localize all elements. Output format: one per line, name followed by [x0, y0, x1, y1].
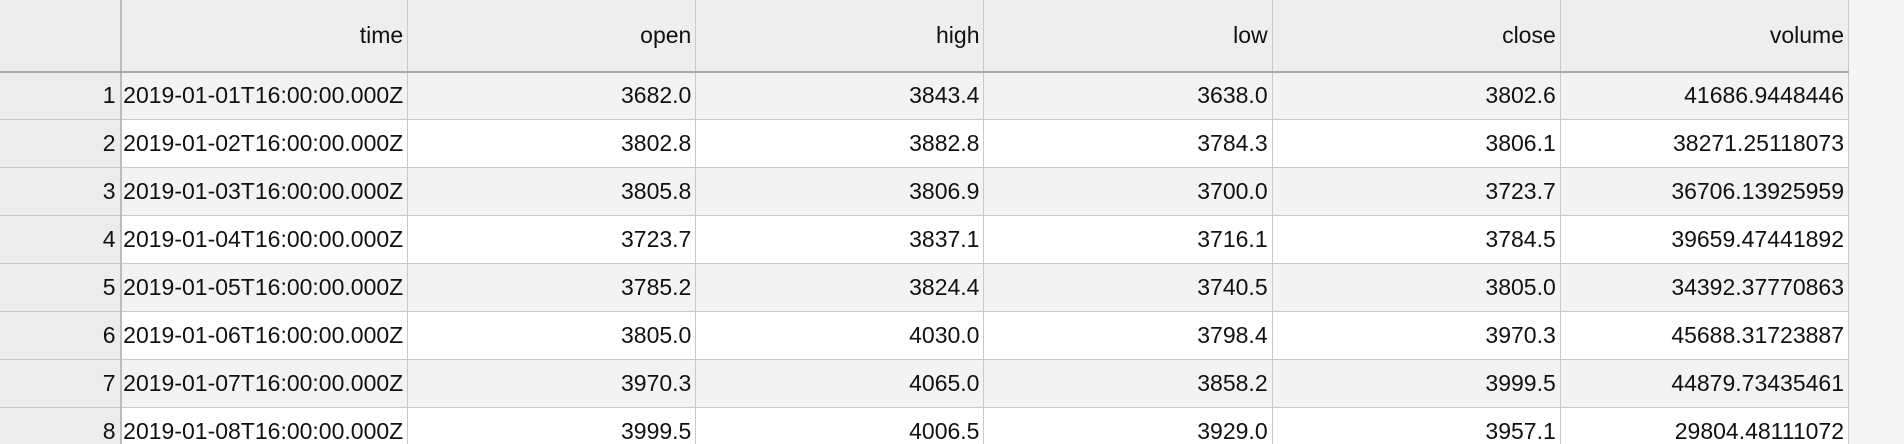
table-row[interactable]: 2 2019-01-02T16:00:00.000Z 3802.8 3882.8… — [0, 119, 1850, 168]
cell-volume[interactable]: 29804.48111072 — [1559, 407, 1850, 444]
row-index: 5 — [0, 263, 122, 312]
cell-high[interactable]: 3806.9 — [695, 167, 985, 216]
cell-close[interactable]: 3784.5 — [1271, 215, 1561, 264]
cell-open[interactable]: 3805.0 — [407, 311, 697, 360]
cell-volume[interactable]: 41686.9448446 — [1559, 71, 1850, 120]
cell-volume[interactable]: 45688.31723887 — [1559, 311, 1850, 360]
cell-close[interactable]: 3970.3 — [1271, 311, 1561, 360]
cell-close[interactable]: 3999.5 — [1271, 359, 1561, 408]
cell-low[interactable]: 3858.2 — [983, 359, 1273, 408]
cell-open[interactable]: 3802.8 — [407, 119, 697, 168]
cell-volume[interactable]: 36706.13925959 — [1559, 167, 1850, 216]
cell-time[interactable]: 2019-01-03T16:00:00.000Z — [120, 167, 409, 216]
column-header-high[interactable]: high — [695, 0, 985, 73]
row-index: 1 — [0, 71, 122, 120]
row-index: 2 — [0, 119, 122, 168]
cell-low[interactable]: 3798.4 — [983, 311, 1273, 360]
row-index: 8 — [0, 407, 122, 444]
cell-open[interactable]: 3999.5 — [407, 407, 697, 444]
cell-time[interactable]: 2019-01-06T16:00:00.000Z — [120, 311, 409, 360]
column-header-volume[interactable]: volume — [1559, 0, 1850, 73]
cell-close[interactable]: 3723.7 — [1271, 167, 1561, 216]
cell-volume[interactable]: 44879.73435461 — [1559, 359, 1850, 408]
cell-time[interactable]: 2019-01-02T16:00:00.000Z — [120, 119, 409, 168]
table-row[interactable]: 4 2019-01-04T16:00:00.000Z 3723.7 3837.1… — [0, 215, 1850, 264]
cell-high[interactable]: 3882.8 — [695, 119, 985, 168]
row-index: 7 — [0, 359, 122, 408]
cell-high[interactable]: 4030.0 — [695, 311, 985, 360]
cell-time[interactable]: 2019-01-07T16:00:00.000Z — [120, 359, 409, 408]
column-header-open[interactable]: open — [407, 0, 697, 73]
cell-close[interactable]: 3957.1 — [1271, 407, 1561, 444]
cell-high[interactable]: 4065.0 — [695, 359, 985, 408]
cell-open[interactable]: 3805.8 — [407, 167, 697, 216]
cell-time[interactable]: 2019-01-01T16:00:00.000Z — [120, 71, 409, 120]
cell-high[interactable]: 3843.4 — [695, 71, 985, 120]
row-index: 3 — [0, 167, 122, 216]
row-index: 4 — [0, 215, 122, 264]
column-header-time[interactable]: time — [120, 0, 409, 73]
cell-low[interactable]: 3700.0 — [983, 167, 1273, 216]
cell-open[interactable]: 3682.0 — [407, 71, 697, 120]
cell-open[interactable]: 3723.7 — [407, 215, 697, 264]
cell-open[interactable]: 3785.2 — [407, 263, 697, 312]
table-row[interactable]: 6 2019-01-06T16:00:00.000Z 3805.0 4030.0… — [0, 311, 1850, 360]
cell-time[interactable]: 2019-01-05T16:00:00.000Z — [120, 263, 409, 312]
data-table: time open high low close volume 1 2019-0… — [0, 0, 1850, 444]
column-header-close[interactable]: close — [1271, 0, 1561, 73]
cell-volume[interactable]: 34392.37770863 — [1559, 263, 1850, 312]
cell-time[interactable]: 2019-01-04T16:00:00.000Z — [120, 215, 409, 264]
cell-open[interactable]: 3970.3 — [407, 359, 697, 408]
cell-close[interactable]: 3802.6 — [1271, 71, 1561, 120]
cell-high[interactable]: 4006.5 — [695, 407, 985, 444]
cell-low[interactable]: 3740.5 — [983, 263, 1273, 312]
row-index: 6 — [0, 311, 122, 360]
cell-close[interactable]: 3806.1 — [1271, 119, 1561, 168]
cell-low[interactable]: 3929.0 — [983, 407, 1273, 444]
table-row[interactable]: 5 2019-01-05T16:00:00.000Z 3785.2 3824.4… — [0, 263, 1850, 312]
cell-volume[interactable]: 38271.25118073 — [1559, 119, 1850, 168]
cell-low[interactable]: 3716.1 — [983, 215, 1273, 264]
cell-volume[interactable]: 39659.47441892 — [1559, 215, 1850, 264]
table-row[interactable]: 1 2019-01-01T16:00:00.000Z 3682.0 3843.4… — [0, 71, 1850, 120]
cell-time[interactable]: 2019-01-08T16:00:00.000Z — [120, 407, 409, 444]
cell-high[interactable]: 3824.4 — [695, 263, 985, 312]
column-header-low[interactable]: low — [983, 0, 1273, 73]
table-row[interactable]: 3 2019-01-03T16:00:00.000Z 3805.8 3806.9… — [0, 167, 1850, 216]
corner-header — [0, 0, 122, 73]
cell-low[interactable]: 3638.0 — [983, 71, 1273, 120]
table-row[interactable]: 8 2019-01-08T16:00:00.000Z 3999.5 4006.5… — [0, 407, 1850, 444]
cell-low[interactable]: 3784.3 — [983, 119, 1273, 168]
cell-close[interactable]: 3805.0 — [1271, 263, 1561, 312]
table-row[interactable]: 7 2019-01-07T16:00:00.000Z 3970.3 4065.0… — [0, 359, 1850, 408]
header-row: time open high low close volume — [0, 0, 1850, 73]
cell-high[interactable]: 3837.1 — [695, 215, 985, 264]
